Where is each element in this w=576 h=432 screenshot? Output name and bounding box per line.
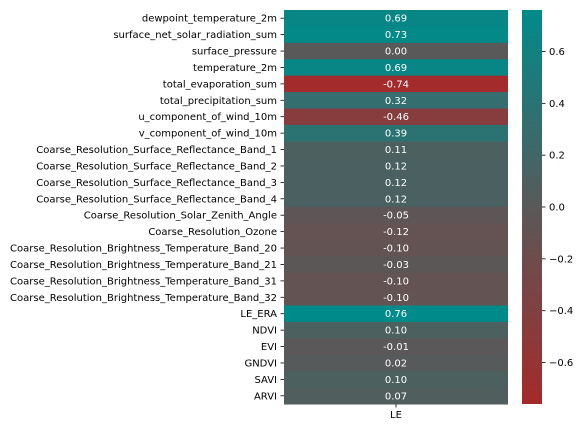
row-tick-label: ARVI (254, 391, 277, 402)
colorbar-tick-label: 0.0 (549, 203, 565, 214)
heatmap-cell (284, 371, 508, 389)
row-tick-labels: dewpoint_temperature_2m surface_net_solar… (10, 14, 284, 402)
heatmap-cell (284, 239, 508, 257)
column-tick-labels: LE (390, 404, 402, 421)
heatmap-cell (284, 141, 508, 159)
colorbar-tick-label: 0.4 (549, 99, 565, 110)
row-tick-label: temperature_2m (193, 63, 277, 74)
row-tick-label: dewpoint_temperature_2m (142, 14, 277, 25)
heatmap-cell (284, 157, 508, 175)
row-tick-label: LE_ERA (240, 309, 277, 320)
heatmap-cell (284, 338, 508, 356)
row-tick-label: Coarse_Resolution_Surface_Reflectance_Ba… (36, 161, 277, 172)
cell-value-label: -0.10 (383, 244, 409, 255)
column-tick-label: LE (390, 410, 402, 421)
heatmap-cell (284, 223, 508, 241)
row-tick-label: Coarse_Resolution_Brightness_Temperature… (10, 276, 277, 287)
row-tick-label: Coarse_Resolution_Surface_Reflectance_Ba… (36, 178, 277, 189)
row-tick-label: Coarse_Resolution_Ozone (148, 227, 277, 238)
heatmap-cell (284, 174, 508, 192)
row-tick-label: Coarse_Resolution_Brightness_Temperature… (10, 244, 277, 255)
cell-value-label: -0.03 (383, 260, 409, 271)
heatmap-cell (284, 354, 508, 372)
heatmap-cell (284, 124, 508, 142)
cell-value-label: 0.73 (385, 30, 407, 41)
cell-value-label: 0.69 (385, 63, 407, 74)
heatmap-cell (284, 26, 508, 44)
cell-value-label: -0.05 (383, 211, 409, 222)
row-tick-label: v_component_of_wind_10m (139, 129, 277, 140)
heatmap-cell (284, 256, 508, 274)
cell-value-label: -0.46 (383, 112, 409, 123)
cell-value-label: 0.69 (385, 14, 407, 25)
colorbar: −0.6 −0.4 −0.2 0.0 0.2 0.4 0.6 (522, 10, 573, 404)
heatmap-cell (284, 75, 508, 93)
heatmap-cell (284, 59, 508, 77)
cell-value-label: 0.10 (385, 375, 407, 386)
cell-value-label: 0.12 (385, 178, 407, 189)
heatmap-cell (284, 92, 508, 109)
heatmap-cells (284, 10, 508, 405)
cell-value-label: -0.01 (383, 342, 409, 353)
row-tick-label: total_precipitation_sum (160, 96, 277, 107)
cell-value-label: 0.12 (385, 194, 407, 205)
cell-value-label: 0.02 (385, 358, 407, 369)
colorbar-tick-label: 0.2 (549, 151, 565, 162)
heatmap-cell (284, 108, 508, 126)
cell-value-label: 0.12 (385, 161, 407, 172)
cell-value-label: 0.32 (385, 96, 407, 107)
heatmap-cell (284, 10, 508, 27)
cell-value-label: 0.00 (385, 47, 407, 58)
heatmap-cell (284, 190, 508, 208)
row-tick-label: Coarse_Resolution_Brightness_Temperature… (10, 293, 277, 304)
cell-value-label: -0.10 (383, 276, 409, 287)
heatmap-value-labels: 0.69 0.73 0.00 0.69 -0.74 0.32 -0.46 0.39 0.11 0.… (383, 14, 409, 403)
row-tick-label: GNDVI (244, 358, 277, 369)
heatmap-cell (284, 272, 508, 290)
cell-value-label: 0.39 (385, 129, 407, 140)
cell-value-label: 0.11 (385, 145, 407, 156)
row-tick-label: NDVI (252, 326, 277, 337)
row-tick-label: surface_pressure (192, 47, 277, 58)
row-tick-label: Coarse_Resolution_Surface_Reflectance_Ba… (36, 194, 277, 205)
colorbar-tick-label: 0.6 (549, 47, 565, 58)
cell-value-label: 0.07 (385, 391, 407, 402)
row-tick-label: surface_net_solar_radiation_sum (113, 30, 277, 41)
row-tick-label: SAVI (254, 375, 277, 386)
colorbar-gradient (522, 10, 542, 404)
heatmap-cell (284, 305, 508, 323)
cell-value-label: 0.10 (385, 326, 407, 337)
colorbar-tick-label: −0.6 (549, 358, 573, 369)
row-tick-label: Coarse_Resolution_Solar_Zenith_Angle (84, 211, 277, 222)
heatmap-cell (284, 387, 508, 405)
heatmap-cell (284, 321, 508, 339)
row-tick-label: EVI (261, 342, 277, 353)
heatmap-cell (284, 207, 508, 224)
row-tick-label: Coarse_Resolution_Brightness_Temperature… (10, 260, 277, 271)
heatmap-cell (284, 289, 508, 306)
cell-value-label: 0.76 (385, 309, 407, 320)
cell-value-label: -0.74 (383, 79, 409, 90)
cell-value-label: -0.12 (383, 227, 409, 238)
colorbar-tick-label: −0.2 (549, 254, 573, 265)
row-tick-label: u_component_of_wind_10m (138, 112, 277, 123)
cell-value-label: -0.10 (383, 293, 409, 304)
row-tick-label: total_evaporation_sum (163, 79, 277, 90)
heatmap-cell (284, 42, 508, 60)
row-tick-label: Coarse_Resolution_Surface_Reflectance_Ba… (36, 145, 277, 156)
colorbar-tick-label: −0.4 (549, 306, 573, 317)
